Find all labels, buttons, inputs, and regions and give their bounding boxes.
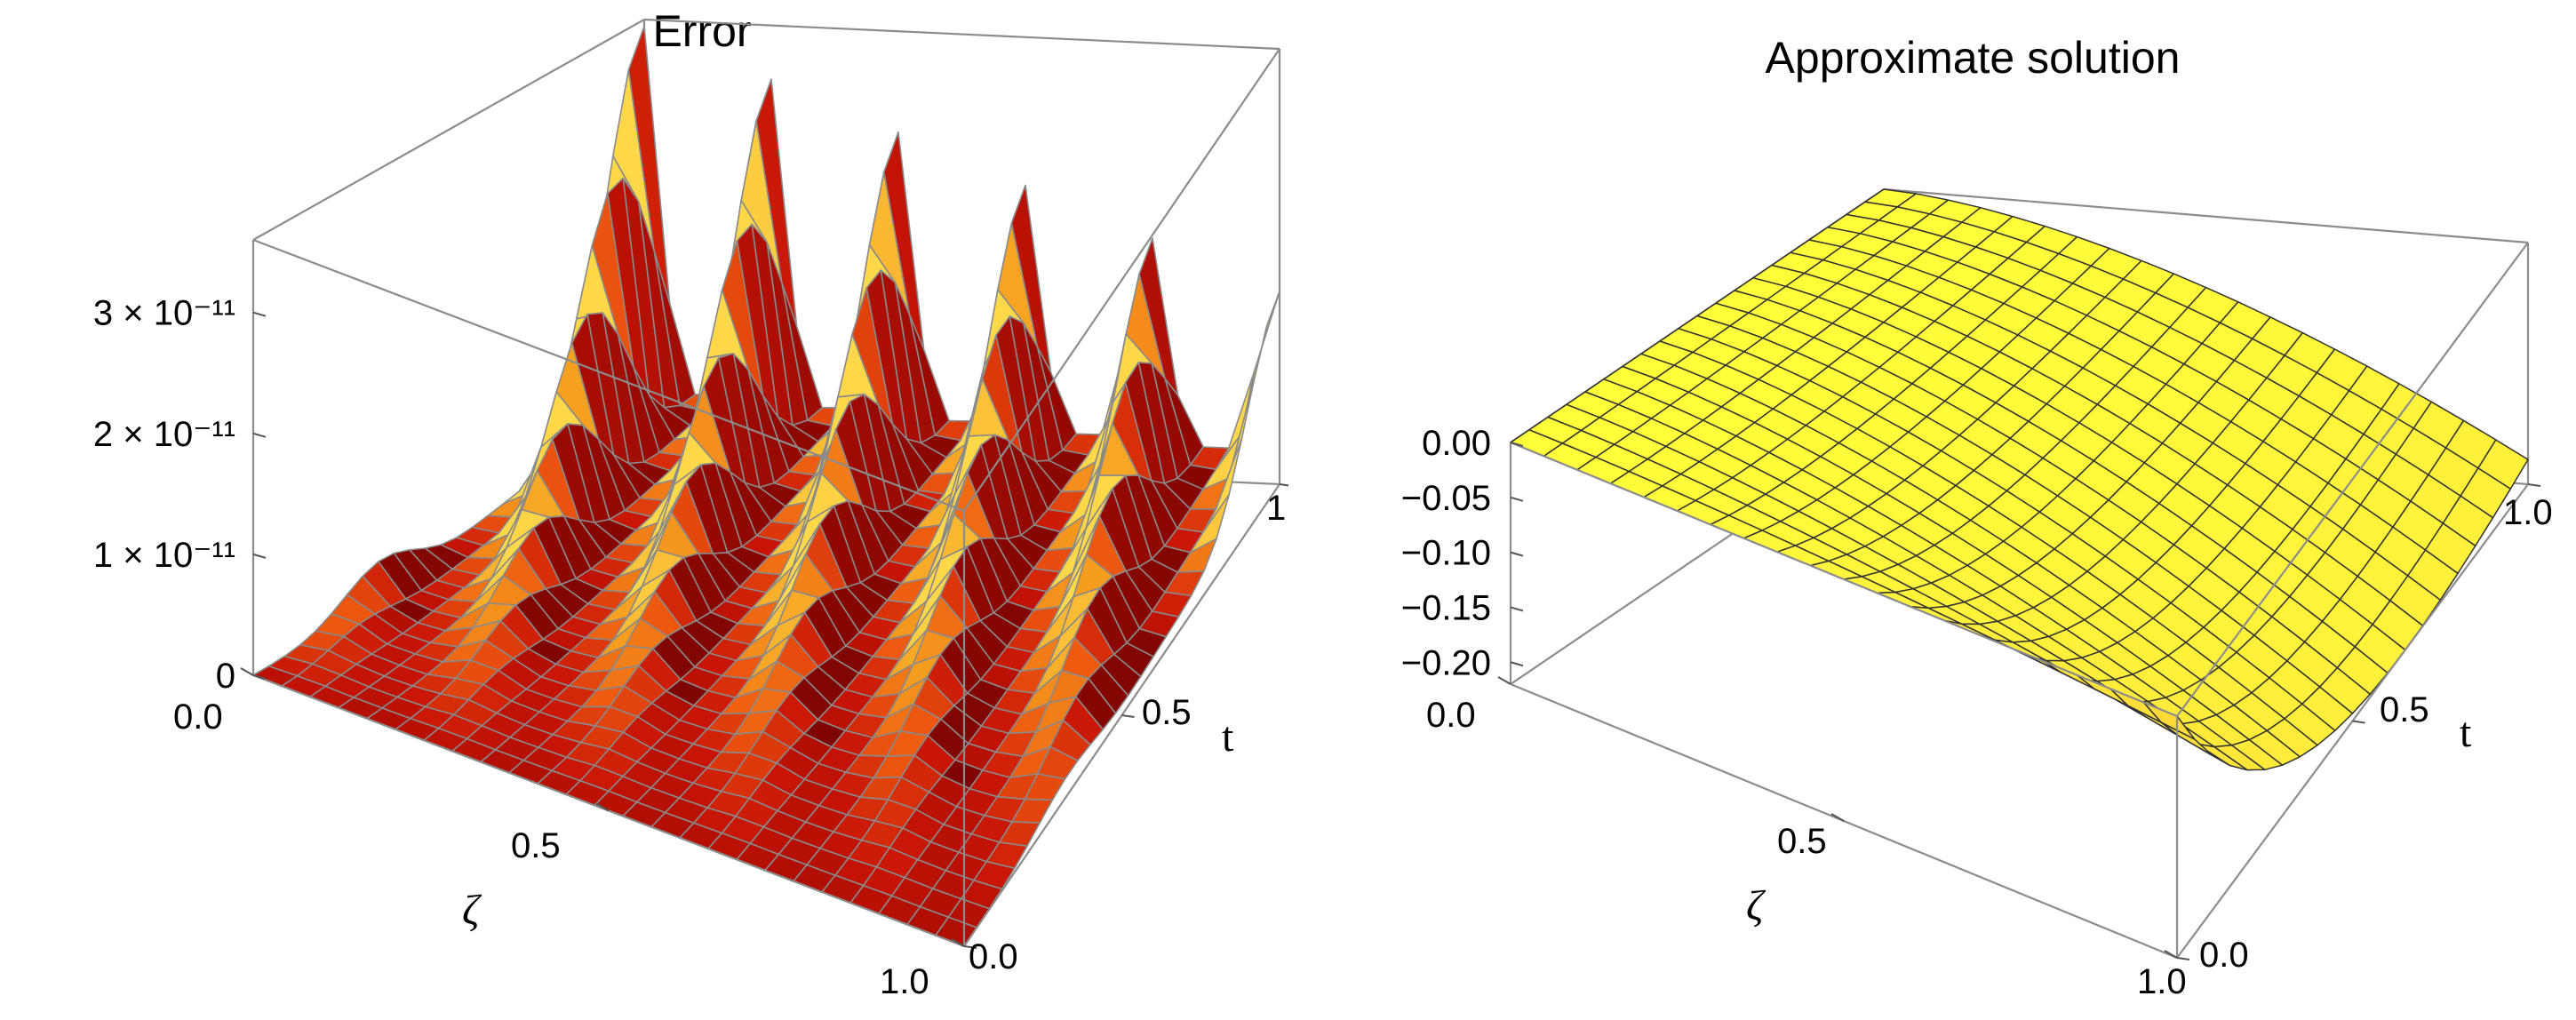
solution-surface-plot: Approximate solution 0.0 0.5 1.0 0.0 0.5… [1401,33,2553,1001]
error-z-tick-mark-0 [252,674,267,680]
solution-plot-title: Approximate solution [1766,33,2181,83]
solution-zeta-tick-1: 1.0 [2137,962,2187,1001]
solution-axis-ticks [1497,442,2541,960]
error-zeta-axis-label: ζ [462,887,483,934]
solution-t-tick-0: 0.0 [2199,936,2249,975]
solution-z-tick-minus-0-05: −0.05 [1401,479,1491,518]
error-t-tick-1: 1.0 [1266,489,1288,528]
box-edge-back-3 [252,19,645,241]
error-z-tick-mark-3 [252,311,267,317]
error-z-tick-2e-11: 2 × 10⁻¹¹ [93,415,235,454]
error-z-tick-3e-11: 3 × 10⁻¹¹ [93,294,235,333]
error-surface-plot: Error 0.0 0.5 1.0 0.0 0.5 1.0 0 1 × 10⁻¹… [93,6,1288,1001]
solution-z-tick-0: 0.00 [1422,424,1491,463]
error-zeta-tick-mark-1 [595,802,610,812]
error-t-tick-mark-1 [1121,714,1135,718]
error-z-tick-mark-1 [252,553,267,559]
box-edge-front-0 [252,238,965,513]
solution-zeta-tick-mark-1 [1830,813,1845,822]
solution-plot-panel: Approximate solution 0.0 0.5 1.0 0.0 0.5… [1288,0,2576,1020]
error-zeta-tick-mark-0 [240,667,254,676]
solution-z-tick-minus-0-15: −0.15 [1401,589,1491,628]
solution-zeta-tick-0-5: 0.5 [1777,822,1827,861]
error-plot-panel: Error 0.0 0.5 1.0 0.0 0.5 1.0 0 1 × 10⁻¹… [93,6,1288,1001]
solution-zeta-axis-label: ζ [1746,882,1767,929]
error-zeta-tick-0: 0.0 [173,697,223,737]
error-axis-ticks [240,311,1288,949]
box-edge-front-1 [2176,242,2529,717]
box-edge-back-4 [643,18,1280,51]
error-surface [252,25,1280,947]
error-z-tick-0: 0 [216,657,235,696]
error-t-axis-label: t [1222,713,1234,761]
solution-t-tick-0-5: 0.5 [2380,690,2429,729]
solution-z-tick-mark-0 [1510,442,1524,447]
solution-zeta-tick-mark-2 [2164,950,2178,959]
solution-t-tick-mark-1 [2352,720,2365,724]
solution-z-tick-minus-0-10: −0.10 [1401,534,1491,573]
error-z-tick-mark-2 [252,432,267,438]
error-plot-title: Error [652,6,751,56]
solution-z-tick-minus-0-20: −0.20 [1401,643,1491,682]
error-t-tick-0: 0.0 [969,937,1018,976]
solution-zeta-tick-mark-0 [1497,676,1511,685]
solution-z-tick-mark-3 [1510,606,1524,612]
solution-z-tick-mark-4 [1510,661,1524,667]
solution-z-tick-mark-2 [1510,551,1524,557]
solution-t-tick-1: 1.0 [2503,493,2553,532]
solution-t-tick-mark-0 [2176,957,2190,960]
solution-z-tick-mark-1 [1510,496,1524,502]
solution-zeta-tick-0: 0.0 [1426,696,1476,735]
error-zeta-tick-1: 1.0 [880,962,929,1001]
error-z-tick-1e-11: 1 × 10⁻¹¹ [93,536,235,575]
error-zeta-tick-mark-2 [951,938,965,947]
error-t-tick-mark-2 [1279,483,1288,487]
box-edge-front-1 [963,48,1280,512]
box-edge-front-0 [1510,441,2178,718]
solution-surface [1510,188,2529,771]
error-t-tick-mark-0 [963,945,977,949]
box-edge-back-4 [1883,187,2529,244]
error-zeta-tick-0-5: 0.5 [511,826,561,865]
solution-t-axis-label: t [2460,709,2472,756]
error-t-tick-0-5: 0.5 [1142,693,1192,732]
solution-t-tick-mark-2 [2527,483,2541,487]
